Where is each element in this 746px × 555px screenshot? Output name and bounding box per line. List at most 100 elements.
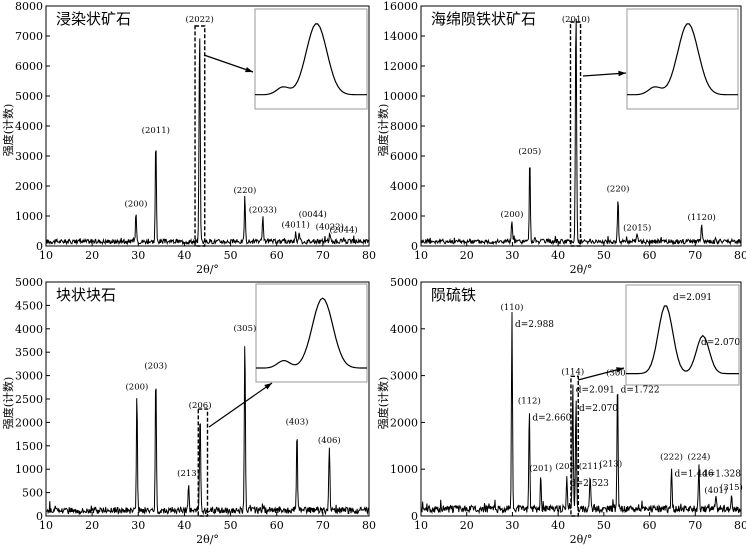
peak-label: (200) — [125, 381, 148, 392]
x-tick-label: 10 — [39, 519, 53, 532]
x-tick-label: 80 — [734, 249, 746, 262]
inset-line — [255, 23, 367, 96]
peak-label: (206) — [189, 400, 212, 411]
y-tick-label: 2000 — [390, 416, 418, 429]
peak-label: (220) — [233, 185, 256, 196]
y-tick-label: 1000 — [390, 463, 418, 476]
d-spacing-label: d=2.660 — [532, 413, 571, 423]
peak-label: (2010) — [562, 14, 590, 25]
peak-label: (200) — [501, 209, 524, 220]
zoom-box — [197, 408, 209, 517]
x-tick-label: 70 — [688, 519, 702, 532]
x-tick-label: 80 — [362, 249, 376, 262]
peak-label: (222) — [660, 452, 683, 463]
x-tick-label: 30 — [505, 249, 519, 262]
x-tick-label: 20 — [85, 249, 99, 262]
y-tick-label: 3000 — [15, 370, 43, 383]
peak-label: (213) — [177, 468, 200, 479]
peak-label: (1120) — [688, 212, 716, 223]
peak-label: (112) — [518, 395, 541, 406]
y-tick-label: 1500 — [15, 440, 43, 453]
chart-title: 浸染状矿石 — [56, 10, 131, 28]
inset-label: d=2.091 — [673, 293, 712, 303]
y-tick-label: 4000 — [15, 323, 43, 336]
y-tick-label: 10000 — [383, 90, 418, 103]
zoom-arrow — [208, 382, 273, 428]
spectrum-line — [46, 346, 370, 516]
d-spacing-label: d=2.988 — [515, 320, 554, 330]
x-axis-label: 2θ/° — [570, 533, 593, 546]
peak-label: (224) — [688, 452, 711, 463]
y-tick-label: 8000 — [15, 0, 43, 13]
peak-label: (211) — [579, 461, 602, 472]
y-tick-label: 2500 — [15, 393, 43, 406]
chart-panel-2: 10 20 30 40 50 60 70 80 0 2000 4000 6000 8000 10000 12… — [376, 0, 746, 276]
x-tick-label: 20 — [460, 519, 474, 532]
x-tick-label: 50 — [597, 249, 611, 262]
y-tick-label: 0 — [411, 240, 418, 253]
x-tick-label: 30 — [131, 519, 145, 532]
y-tick-label: 3500 — [15, 346, 43, 359]
peak-label: (315) — [720, 482, 743, 493]
y-axis-label: 强度(计数) — [376, 104, 390, 157]
d-spacing-label: d=2.523 — [570, 479, 609, 489]
peak-label: (203) — [144, 360, 167, 371]
y-tick-label: 3000 — [15, 150, 43, 163]
peak-label: (201) — [529, 463, 552, 474]
peak-label: (220) — [607, 184, 630, 195]
y-tick-label: 2000 — [15, 180, 43, 193]
x-axis-label: 2θ/° — [196, 263, 219, 276]
y-tick-label: 500 — [22, 487, 43, 500]
y-tick-label: 5000 — [15, 276, 43, 289]
chart-title: 陨硫铁 — [431, 286, 476, 304]
x-tick-label: 80 — [362, 519, 376, 532]
x-tick-label: 20 — [460, 249, 474, 262]
y-axis-label: 强度(计数) — [376, 377, 390, 430]
spectrum-line — [421, 18, 742, 246]
y-tick-label: 2000 — [15, 416, 43, 429]
x-tick-label: 60 — [270, 519, 284, 532]
zoom-inset — [626, 8, 739, 110]
y-tick-label: 1000 — [15, 210, 43, 223]
y-tick-label: 12000 — [383, 60, 418, 73]
inset-line — [626, 305, 739, 375]
arrow-head — [616, 367, 624, 373]
peak-label: (205) — [518, 146, 541, 157]
x-tick-label: 30 — [131, 249, 145, 262]
peak-label: (2033) — [249, 205, 277, 216]
d-spacing-label: d=1.722 — [621, 385, 660, 395]
y-tick-label: 8000 — [390, 120, 418, 133]
x-tick-label: 60 — [643, 519, 657, 532]
y-tick-label: 16000 — [383, 0, 418, 13]
d-spacing-label: d=2.070 — [579, 404, 618, 414]
x-tick-label: 60 — [643, 249, 657, 262]
peak-label: (213) — [599, 459, 622, 470]
y-tick-label: 0 — [36, 510, 43, 523]
chart-title: 块状块石 — [56, 286, 116, 304]
x-tick-label: 30 — [505, 519, 519, 532]
peak-label: (4011) — [282, 220, 310, 231]
zoom-inset — [254, 8, 368, 110]
y-tick-label: 6000 — [15, 60, 43, 73]
x-axis-label: 2θ/° — [196, 533, 219, 546]
d-spacing-label: d=1.328 — [702, 470, 741, 480]
y-tick-label: 4000 — [15, 120, 43, 133]
x-tick-label: 50 — [597, 519, 611, 532]
chart-panel-1: 10 20 30 40 50 60 70 80 0 1000 2000 3000 4000 5000 600… — [1, 0, 376, 276]
y-axis-label: 强度(计数) — [1, 377, 15, 430]
inset-line — [256, 297, 367, 369]
y-tick-label: 5000 — [390, 276, 418, 289]
x-tick-label: 60 — [270, 249, 284, 262]
spectrum-line — [421, 311, 742, 515]
arrow-head — [264, 383, 272, 390]
y-axis-label: 强度(计数) — [1, 104, 15, 157]
x-tick-label: 70 — [316, 249, 330, 262]
y-tick-label: 4500 — [15, 299, 43, 312]
zoom-arrow — [577, 367, 625, 381]
x-tick-label: 10 — [414, 519, 428, 532]
zoom-box — [194, 25, 206, 247]
x-tick-label: 50 — [224, 519, 238, 532]
x-tick-label: 80 — [734, 519, 746, 532]
y-tick-label: 1000 — [15, 463, 43, 476]
chart-title: 海绵陨铁状矿石 — [431, 10, 536, 28]
